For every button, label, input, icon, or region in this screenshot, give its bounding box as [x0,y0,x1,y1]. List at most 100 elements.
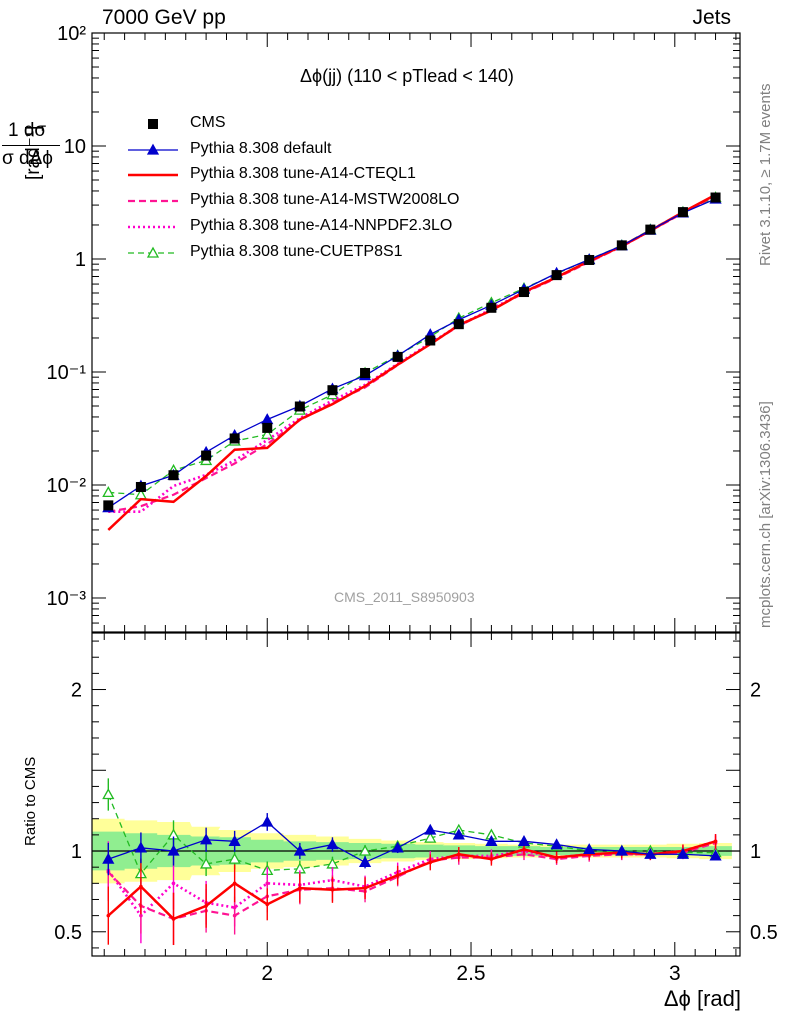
ratio-point-cteql1 [456,852,461,857]
ratio-point-cteql1 [489,857,494,861]
main-point-cms [360,367,371,378]
ratio-point-default [228,834,241,846]
legend-label-mstw: Pythia 8.308 tune-A14-MSTW2008LO [190,191,460,208]
x-axis-label: Δϕ [rad] [663,986,741,1011]
main-point-cms [168,470,179,481]
ratio-point-cteql1 [139,884,143,889]
ratio-point-cteql1 [522,847,526,852]
ratio-point-default [424,823,437,835]
ratio-point-default [615,844,628,856]
main-point-cms [486,302,497,313]
chart-title: Δϕ(jj) (110 < pTlead < 140) [300,66,514,86]
main-y-axis-label: 1 dσ σ dΔϕ [rad⁻¹] [0,100,80,195]
main-point-cms [103,500,114,511]
ratio-point-nnpdf [171,881,176,886]
main-y-tick-label: 10 [64,136,86,158]
header-left-label: 7000 GeV pp [102,6,226,29]
main-panel-frame [91,32,741,633]
legend-label-cms: CMS [190,114,226,131]
ratio-point-cteql1 [232,881,237,886]
legend-label-cteql1: Pythia 8.308 tune-A14-CTEQL1 [190,165,416,182]
main-point-cms [645,224,656,235]
ratio-point-cteql1 [713,839,718,844]
main-point-cms [584,254,595,265]
ratio-series-line-cuetp [107,794,716,875]
main-y-tick-label: 10⁻³ [47,588,87,610]
main-point-cms [294,401,305,412]
main-point-cms [229,433,240,444]
main-point-cuetp [261,428,274,440]
ratio-point-default [517,834,531,846]
ratio-y-tick-label-right: 1 [750,841,761,863]
ratio-y-tick-label-right: 0.5 [750,922,778,944]
legend-symbol-cms [148,119,158,129]
x-tick-label: 2.5 [456,962,485,985]
legend-marker-cuetp [146,246,160,258]
y-label-numerator: 1 dσ [8,120,47,141]
y-label-unit: [rad⁻¹] [23,125,44,180]
ratio-point-default [583,843,596,855]
main-point-cms [392,351,403,362]
mcplots-label: mcplots.cern.ch [arXiv:1306.3436] [757,401,774,628]
ratio-point-default [709,849,722,861]
main-point-default [261,413,274,425]
ratio-point-cuetp [102,788,115,800]
main-point-cms [677,207,688,218]
ratio-point-cteql1 [428,860,433,865]
main-y-tick-label: 10⁻¹ [47,362,87,384]
ratio-y-axis-label: Ratio to CMS [22,756,39,846]
ratio-point-cuetp [200,857,213,869]
ratio-point-cteql1 [171,917,176,921]
main-point-cms [135,481,146,492]
ratio-point-default [326,838,339,850]
main-point-cms [201,450,212,461]
main-point-cuetp [102,486,115,498]
main-point-cms [262,422,273,433]
main-y-tick-label: 10² [57,23,86,45]
ratio-point-cteql1 [363,886,367,890]
ratio-point-cteql1 [204,904,208,908]
ratio-point-cteql1 [106,913,111,918]
rivet-label: Rivet 3.1.10, ≥ 1.7M events [757,83,774,267]
legend-marker-default [146,143,160,155]
legend-label-cuetp: Pythia 8.308 tune-CUETP8S1 [190,243,403,260]
ratio-y-tick-label: 1 [71,841,82,863]
main-point-cms [519,287,529,298]
ratio-point-default [358,855,372,867]
ratio-y-tick-label-right: 2 [750,680,761,702]
ratio-point-default [293,844,306,856]
ratio-point-cteql1 [330,887,335,892]
analysis-tag: CMS_2011_S8950903 [334,589,475,605]
x-tick-label: 3 [669,962,681,985]
ratio-point-cuetp [424,831,437,843]
main-y-tick-label: 1 [75,249,86,271]
ratio-point-default [200,833,213,845]
ratio-point-default [261,815,274,827]
ratio-point-default [391,841,404,853]
ratio-point-default [550,838,563,850]
main-point-cms [453,319,464,330]
ratio-point-cuetp [228,852,241,864]
ratio-series-line-cteql1 [107,840,716,921]
ratio-point-cteql1 [265,902,270,907]
ratio-point-mstw [232,913,237,918]
ratio-point-cteql1 [554,855,559,860]
main-point-cms [551,270,562,281]
x-tick-label: 2 [261,962,273,985]
legend-label-nnpdf: Pythia 8.308 tune-A14-NNPDF2.3LO [190,217,453,234]
ratio-panel-frame [91,632,741,957]
main-point-cms [425,335,436,346]
y-label-fraction-bar [2,145,60,146]
ratio-point-cuetp [358,844,372,856]
header-right-label: Jets [692,6,731,29]
ratio-point-cteql1 [298,886,302,890]
ratio-point-default [644,847,657,859]
ratio-point-default [134,841,148,853]
main-point-cms [710,192,721,203]
ratio-point-cteql1 [395,873,400,878]
main-series-line-default [107,198,716,509]
ratio-point-default [676,847,690,859]
legend-label-default: Pythia 8.308 default [190,140,332,157]
y-label-denominator: σ dΔϕ [2,148,53,169]
